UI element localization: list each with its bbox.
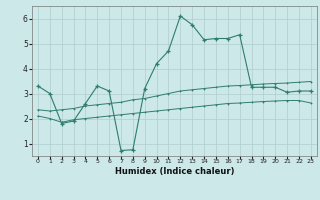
X-axis label: Humidex (Indice chaleur): Humidex (Indice chaleur): [115, 167, 234, 176]
